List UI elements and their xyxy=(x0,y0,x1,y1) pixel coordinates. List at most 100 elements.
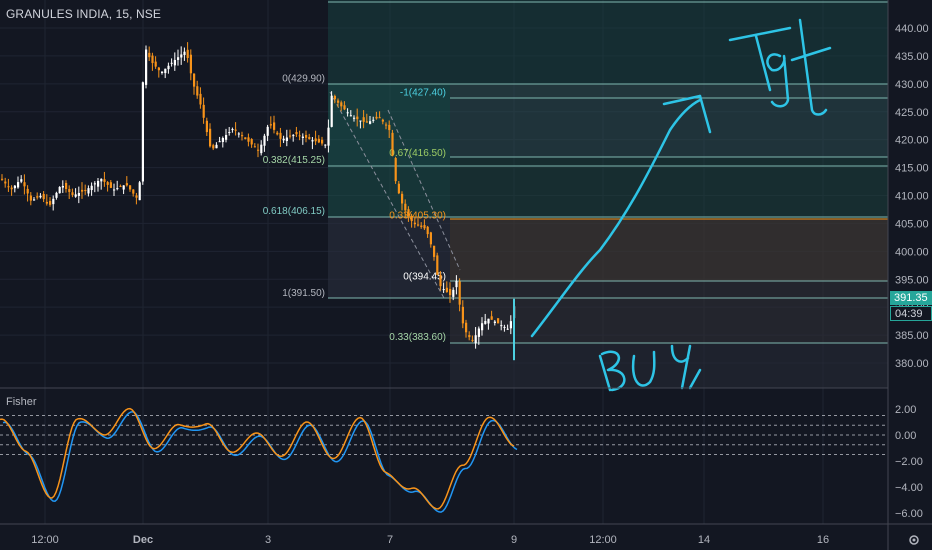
candle-body xyxy=(257,149,260,151)
candle-body xyxy=(420,225,423,227)
candle-body xyxy=(132,189,135,194)
candle-body xyxy=(228,132,231,134)
candle-body xyxy=(285,137,288,141)
candle-body xyxy=(407,209,410,216)
candle-body xyxy=(138,182,141,201)
candle-body xyxy=(369,121,372,124)
candle-body xyxy=(164,68,167,74)
candle-body xyxy=(183,51,186,56)
price-tick-label: 380.00 xyxy=(895,358,929,370)
candle-body xyxy=(225,135,228,140)
candle-body xyxy=(49,201,52,205)
candle-body xyxy=(167,65,170,70)
candle-body xyxy=(465,322,468,333)
candle-body xyxy=(129,185,132,190)
price-tick-label: 395.00 xyxy=(895,274,929,286)
fisher-indicator xyxy=(0,407,518,513)
candle-body xyxy=(170,62,173,64)
time-tick-label: Dec xyxy=(133,534,153,546)
fisher-line xyxy=(0,407,515,510)
candle-body xyxy=(39,195,42,198)
candle-body xyxy=(55,192,58,198)
candle-body xyxy=(215,144,218,149)
candle-body xyxy=(119,185,122,187)
fib-zone-7 xyxy=(450,219,888,281)
candle-body xyxy=(65,182,68,189)
time-tick-label: 7 xyxy=(387,534,393,546)
candle-body xyxy=(97,180,100,187)
candle-body xyxy=(205,120,208,133)
candle-body xyxy=(196,86,199,96)
tgt-text-g xyxy=(766,53,790,108)
candle-body xyxy=(298,135,301,137)
candle-body xyxy=(106,182,109,185)
candle-body xyxy=(471,339,474,341)
candle-body xyxy=(154,61,157,67)
settings-gear-icon[interactable] xyxy=(909,535,919,545)
fib-zone-upper xyxy=(328,0,888,84)
candle-body xyxy=(90,185,93,191)
candle-body xyxy=(36,196,39,198)
price-tick-label: 440.00 xyxy=(895,23,929,35)
candle-body xyxy=(244,137,247,139)
candle-body xyxy=(42,194,45,200)
candle-body xyxy=(404,203,407,211)
fib-level-label: 0.33(383.60) xyxy=(389,332,446,343)
candle-body xyxy=(458,281,461,305)
fib-level-label: 0(394.45) xyxy=(403,271,446,282)
candle-body xyxy=(340,102,343,107)
candle-body xyxy=(362,117,365,122)
candle-body xyxy=(481,323,484,331)
price-tick-label: 415.00 xyxy=(895,163,929,175)
candle-body xyxy=(474,335,477,344)
candle-body xyxy=(29,195,32,201)
candle-body xyxy=(23,182,26,187)
indicator-title[interactable]: Fisher xyxy=(6,396,37,408)
candle-body xyxy=(445,287,448,293)
candle-body xyxy=(503,326,506,328)
candle-body xyxy=(58,186,61,194)
candle-body xyxy=(209,128,212,147)
fib-zones xyxy=(328,0,888,388)
candle-body xyxy=(122,185,125,190)
candle-body xyxy=(218,141,221,143)
trend-channel xyxy=(329,91,461,299)
candle-body xyxy=(148,52,151,58)
candle-body xyxy=(173,59,176,66)
candle-body xyxy=(349,115,352,117)
candle-body xyxy=(423,225,426,229)
fib-level-label: 0.33(405.30) xyxy=(389,211,446,222)
buy-text-B xyxy=(598,350,626,392)
candle-body xyxy=(385,124,388,126)
price-tick-label: 435.00 xyxy=(895,51,929,63)
fisher-axis: 2.00 0.00 −2.00 −4.00 −6.00 xyxy=(895,404,923,520)
candle-body xyxy=(468,335,471,338)
candle-body xyxy=(212,145,215,149)
candle-body xyxy=(17,182,20,188)
candle-body xyxy=(356,116,359,120)
candle-body xyxy=(314,138,317,142)
candle-body xyxy=(493,321,496,324)
fib-zone-4 xyxy=(450,84,888,98)
candle-body xyxy=(93,183,96,185)
candle-body xyxy=(497,318,500,324)
candle-body xyxy=(477,328,480,337)
candle-body xyxy=(116,188,119,190)
candle-body xyxy=(311,140,314,142)
candle-body xyxy=(125,183,128,186)
candle-body xyxy=(202,104,205,118)
candle-body xyxy=(237,133,240,135)
fib-zone-2 xyxy=(328,166,450,217)
candle-body xyxy=(289,135,292,137)
candle-body xyxy=(231,129,234,131)
candle-body xyxy=(145,49,148,85)
fisher-tick-label: −6.00 xyxy=(895,508,923,520)
fib-zone-5 xyxy=(450,98,888,157)
buy-arrow xyxy=(530,98,702,338)
symbol-title[interactable]: GRANULES INDIA, 15, NSE xyxy=(6,7,162,21)
price-tick-label: 410.00 xyxy=(895,191,929,203)
candle-body xyxy=(317,138,320,143)
time-tick-label: 9 xyxy=(511,534,517,546)
candle-body xyxy=(45,201,48,204)
candle-body xyxy=(279,132,282,139)
